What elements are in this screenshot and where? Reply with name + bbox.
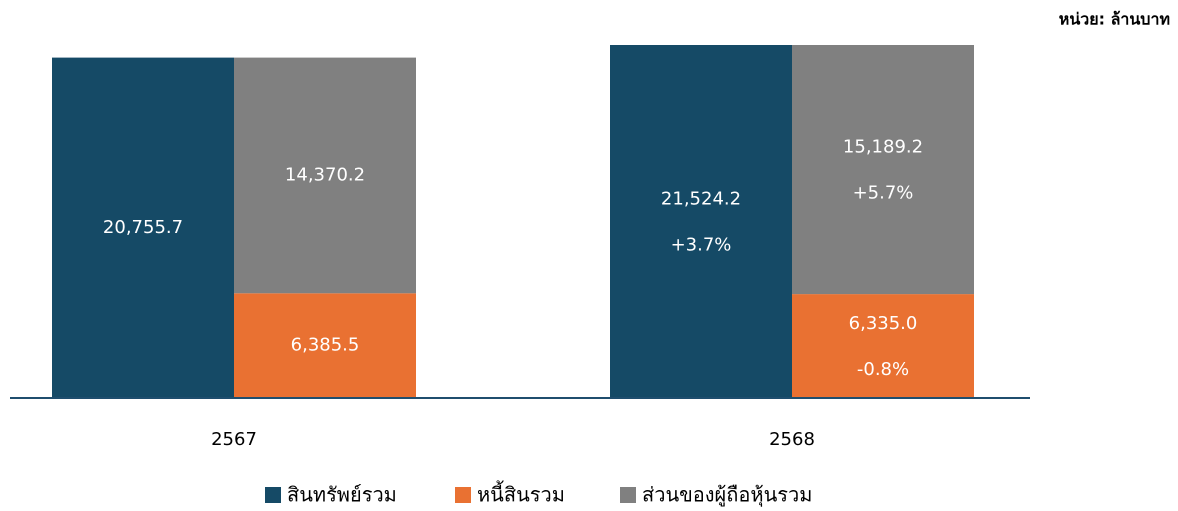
value-label: 20,755.7 xyxy=(103,217,183,238)
value-label: 6,335.0 xyxy=(849,313,918,334)
bar-segment xyxy=(234,293,416,398)
value-label: 14,370.2 xyxy=(285,164,365,185)
legend-label: ส่วนของผู้ถือหุ้นรวม xyxy=(642,483,812,508)
change-label: +3.7% xyxy=(671,235,732,256)
legend-label: หนี้สินรวม xyxy=(477,481,565,507)
x-tick-label: 2568 xyxy=(769,429,815,450)
value-label: 6,385.5 xyxy=(291,335,360,356)
bar-segment xyxy=(52,57,234,398)
legend-swatch xyxy=(620,487,636,503)
legend-swatch xyxy=(265,487,281,503)
value-label: 21,524.2 xyxy=(661,189,741,210)
change-label: +5.7% xyxy=(853,183,914,204)
legend-label: สินทรัพย์รวม xyxy=(287,483,397,507)
bar-segment xyxy=(792,45,974,295)
bar-segment xyxy=(610,45,792,398)
x-tick-label: 2567 xyxy=(211,429,257,450)
legend-swatch xyxy=(455,487,471,503)
bar-segment xyxy=(792,294,974,398)
bar-segment xyxy=(234,57,416,294)
value-label: 15,189.2 xyxy=(843,137,923,158)
unit-label: หน่วย: ล้านบาท xyxy=(1059,10,1170,29)
change-label: -0.8% xyxy=(857,359,909,380)
